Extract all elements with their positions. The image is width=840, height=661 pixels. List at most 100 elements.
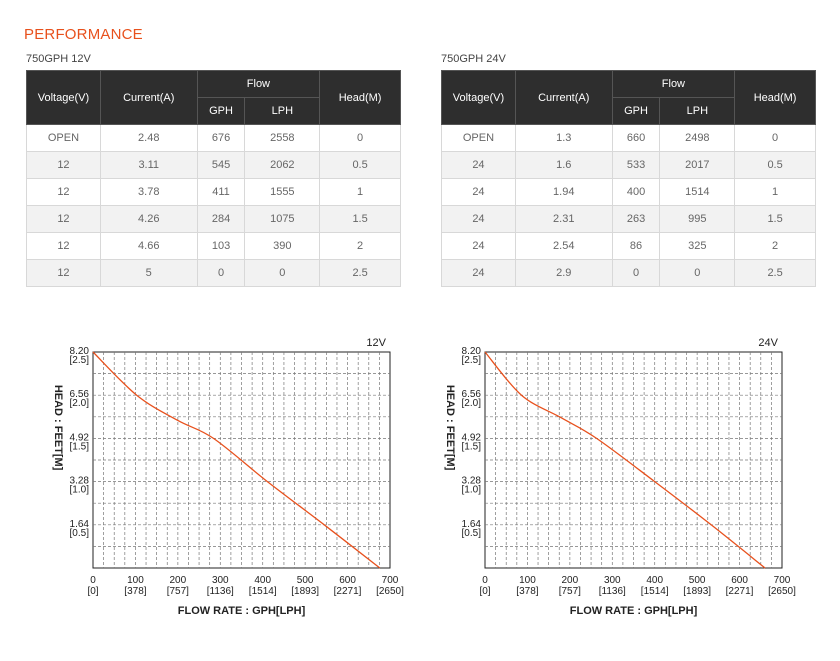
cell-lph: 995 — [659, 205, 736, 233]
cell-current: 1.6 — [514, 151, 613, 179]
cell-head: 2 — [734, 232, 816, 260]
cell-current: 4.66 — [99, 232, 198, 260]
x-tick-label-lph: [2650] — [768, 586, 796, 597]
cell-lph: 2498 — [659, 124, 736, 152]
x-tick-label: 100 — [519, 575, 536, 586]
table-row: OPEN 2.48 676 2558 0 — [26, 124, 401, 152]
cell-head: 1 — [319, 178, 401, 206]
y-tick-label: 6.56 — [70, 389, 90, 400]
x-tick-label: 300 — [212, 575, 229, 586]
x-axis-label: FLOW RATE : GPH[LPH] — [178, 605, 306, 617]
x-tick-label-lph: [1136] — [599, 586, 626, 597]
x-tick-label-lph: [0] — [87, 586, 98, 597]
table-row: 12 4.26 284 1075 1.5 — [26, 205, 401, 233]
header-flow: Flow — [611, 70, 736, 98]
x-tick-label: 300 — [604, 575, 621, 586]
cell-current: 2.54 — [514, 232, 613, 260]
header-head: Head(M) — [319, 70, 401, 125]
cell-voltage: 24 — [441, 259, 516, 287]
cell-lph: 325 — [659, 232, 736, 260]
y-tick-label: 8.20 — [70, 346, 90, 357]
table-row: OPEN 1.3 660 2498 0 — [441, 124, 816, 152]
header-gph: GPH — [196, 97, 246, 125]
x-tick-label-lph: [757] — [559, 586, 581, 597]
performance-table-12v: Voltage(V) Current(A) Flow Head(M) GPH L… — [26, 70, 401, 287]
header-current: Current(A) — [514, 70, 613, 125]
cell-lph: 2017 — [659, 151, 736, 179]
x-tick-label-lph: [1136] — [207, 586, 234, 597]
cell-head: 1.5 — [319, 205, 401, 233]
table-caption-12v: 750GPH 12V — [26, 53, 91, 65]
x-tick-label: 400 — [646, 575, 663, 586]
cell-head: 1 — [734, 178, 816, 206]
chart-title: 24V — [758, 337, 778, 349]
cell-head: 2.5 — [734, 259, 816, 287]
x-tick-label-lph: [2650] — [376, 586, 404, 597]
y-tick-label: 4.92 — [462, 432, 482, 443]
y-tick-label-m: [2.5] — [462, 355, 482, 366]
table-row: 24 1.6 533 2017 0.5 — [441, 151, 816, 179]
cell-voltage: 24 — [441, 232, 516, 260]
cell-current: 1.94 — [514, 178, 613, 206]
cell-gph: 411 — [196, 178, 246, 206]
x-tick-label: 500 — [689, 575, 706, 586]
x-tick-label-lph: [1514] — [641, 586, 669, 597]
cell-head: 0 — [734, 124, 816, 152]
y-tick-label-m: [0.5] — [70, 528, 90, 539]
x-tick-label: 600 — [731, 575, 748, 586]
x-tick-label: 200 — [562, 575, 579, 586]
cell-gph: 86 — [611, 232, 661, 260]
table-row: 12 3.78 411 1555 1 — [26, 178, 401, 206]
x-tick-label-lph: [1893] — [683, 586, 711, 597]
x-tick-label: 200 — [170, 575, 187, 586]
page-title: PERFORMANCE — [24, 26, 143, 43]
y-tick-label: 3.28 — [462, 476, 482, 487]
cell-voltage: 24 — [441, 151, 516, 179]
table-row: 12 4.66 103 390 2 — [26, 232, 401, 260]
cell-current: 3.11 — [99, 151, 198, 179]
cell-head: 2 — [319, 232, 401, 260]
cell-gph: 0 — [611, 259, 661, 287]
table-row: 24 2.31 263 995 1.5 — [441, 205, 816, 233]
cell-current: 3.78 — [99, 178, 198, 206]
cell-current: 4.26 — [99, 205, 198, 233]
y-tick-label-m: [1.5] — [462, 441, 482, 452]
cell-current: 5 — [99, 259, 198, 287]
cell-voltage: 12 — [26, 151, 101, 179]
cell-voltage: 12 — [26, 205, 101, 233]
cell-head: 1.5 — [734, 205, 816, 233]
cell-lph: 390 — [244, 232, 321, 260]
cell-voltage: 24 — [441, 178, 516, 206]
table-row: 12 5 0 0 2.5 — [26, 259, 401, 287]
cell-lph: 1075 — [244, 205, 321, 233]
cell-gph: 533 — [611, 151, 661, 179]
cell-gph: 676 — [196, 124, 246, 152]
cell-head: 0.5 — [734, 151, 816, 179]
y-tick-label: 4.92 — [70, 432, 90, 443]
cell-head: 0.5 — [319, 151, 401, 179]
x-tick-label-lph: [1514] — [249, 586, 277, 597]
x-tick-label: 700 — [774, 575, 791, 586]
cell-current: 2.9 — [514, 259, 613, 287]
table-row: 12 3.11 545 2062 0.5 — [26, 151, 401, 179]
cell-lph: 2062 — [244, 151, 321, 179]
cell-voltage: 12 — [26, 178, 101, 206]
x-axis-label: FLOW RATE : GPH[LPH] — [570, 605, 698, 617]
y-tick-label-m: [2.0] — [70, 398, 90, 409]
x-tick-label: 700 — [382, 575, 399, 586]
table-caption-24v: 750GPH 24V — [441, 53, 506, 65]
y-tick-label-m: [1.5] — [70, 441, 90, 452]
chart-title: 12V — [366, 337, 386, 349]
y-tick-label: 3.28 — [70, 476, 90, 487]
chart-24v: 0 [0] 100 [378] 200 [757] 300 [1136] 400 [1514] 50… — [432, 330, 832, 630]
x-tick-label: 0 — [90, 575, 96, 586]
cell-lph: 1514 — [659, 178, 736, 206]
chart-svg-12v: 0[0] 100[378] 200[757] 300[1136] 400[1514] 50… — [52, 337, 404, 617]
cell-voltage: 24 — [441, 205, 516, 233]
cell-gph: 660 — [611, 124, 661, 152]
x-tick-label: 400 — [254, 575, 271, 586]
y-tick-label: 1.64 — [462, 519, 482, 530]
y-axis-label: HEAD : FEET[M] — [444, 385, 456, 471]
x-tick-label: 500 — [297, 575, 314, 586]
cell-current: 2.31 — [514, 205, 613, 233]
